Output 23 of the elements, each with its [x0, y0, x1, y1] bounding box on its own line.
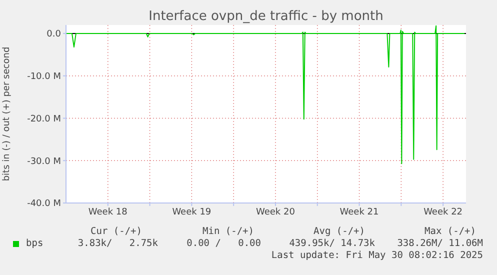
x-tick-label: Week 18 [88, 207, 128, 218]
text: 3.83k/ 2.75k [78, 238, 158, 249]
x-tick-label: Week 21 [340, 207, 379, 218]
y-tick-label: -30.0 M [27, 156, 61, 167]
y-tick-label: -10.0 M [27, 72, 61, 82]
text: Last update: Fri May 30 08:02:16 2025 [271, 250, 483, 261]
text: Avg (-/+) [314, 226, 365, 237]
y-tick-label: 0.0 [46, 30, 62, 40]
chart-title: Interface ovpn_de traffic - by month [148, 9, 384, 24]
text: 439.95k/ 14.73k [289, 238, 375, 249]
text: Cur (-/+) [90, 226, 142, 237]
x-tick-label: Week 22 [424, 207, 463, 218]
line-series [66, 25, 466, 164]
y-tick-label: -40.0 M [27, 199, 61, 210]
y-axis-title: bits in (-) / out (+) per second [2, 46, 12, 182]
text: Min (-/+) [202, 226, 254, 237]
text: 0.00 / 0.00 [186, 238, 261, 249]
text: Max (-/+) [424, 226, 476, 237]
y-tick-label: -20.0 M [27, 114, 61, 124]
x-tick-label: Week 19 [172, 207, 212, 218]
legend-label: bps [26, 238, 44, 249]
text: 338.26M/ 11.06M [397, 238, 483, 249]
x-tick-label: Week 20 [256, 207, 296, 218]
